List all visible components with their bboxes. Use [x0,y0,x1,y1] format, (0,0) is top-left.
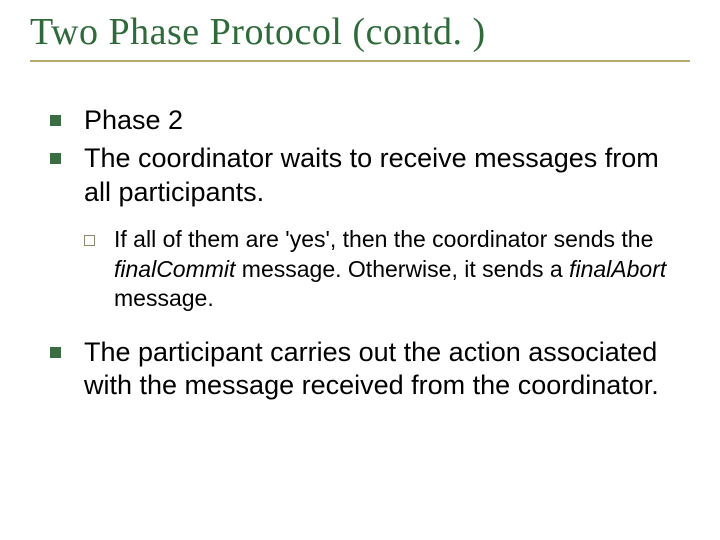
slide: Two Phase Protocol (contd. ) Phase 2 The… [0,0,720,540]
list-item: Phase 2 [50,104,690,138]
list-item-sub: If all of them are 'yes', then the coord… [84,225,690,313]
title-underline: Two Phase Protocol (contd. ) [30,10,690,62]
bullet-list: Phase 2 The coordinator waits to receive… [30,104,690,403]
list-item: The coordinator waits to receive message… [50,142,690,210]
page-title: Two Phase Protocol (contd. ) [30,10,690,54]
list-item: The participant carries out the action a… [50,336,690,404]
